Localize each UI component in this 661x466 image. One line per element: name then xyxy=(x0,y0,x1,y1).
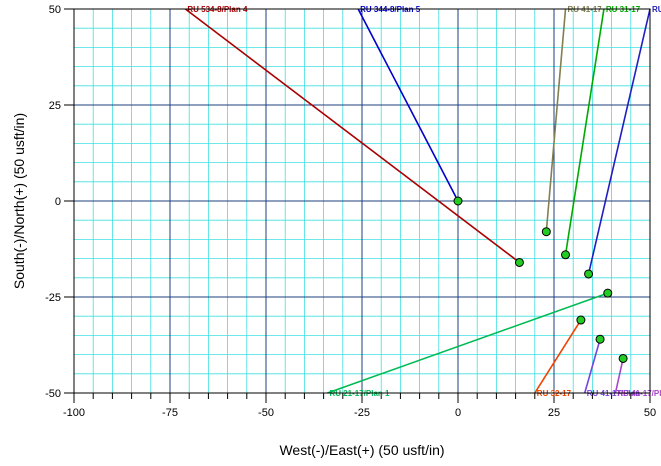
well-marker xyxy=(453,196,463,206)
well-marker xyxy=(576,315,586,325)
well-path-line xyxy=(184,8,520,264)
well-path-line xyxy=(534,319,582,394)
x-tick-label: 50 xyxy=(644,407,656,419)
y-axis-title: South(-)/North(+) (50 usft/in) xyxy=(11,113,27,289)
well-label: RU 21-17 xyxy=(652,5,661,14)
well-marker xyxy=(595,334,605,344)
y-tick-label: -50 xyxy=(45,388,61,400)
x-tick-label: -75 xyxy=(162,407,178,419)
x-tick-label: 25 xyxy=(548,407,560,419)
y-tick-label: -25 xyxy=(45,292,61,304)
well-path-line xyxy=(614,358,624,394)
well-path-line xyxy=(545,8,567,232)
well-path-line xyxy=(587,8,651,275)
x-tick-label: -25 xyxy=(354,407,370,419)
well-path-line xyxy=(357,8,459,202)
well-marker xyxy=(618,353,628,363)
well-marker xyxy=(603,288,613,298)
tick-labels: -100 -75 -50 -25 0 25 50 -50 -25 0 25 50 xyxy=(45,4,656,419)
x-axis-title: West(-)/East(+) (50 usft/in) xyxy=(279,442,444,458)
series-lines xyxy=(184,8,651,394)
well-marker xyxy=(514,257,524,267)
well-path-line xyxy=(583,339,601,394)
series-markers xyxy=(453,196,628,363)
well-marker xyxy=(541,227,551,237)
x-tick-label: -50 xyxy=(258,407,274,419)
x-tick-label: 0 xyxy=(455,407,461,419)
plot-border xyxy=(73,8,651,394)
well-path-line xyxy=(327,292,609,394)
x-tick-label: -100 xyxy=(63,407,85,419)
well-marker xyxy=(561,250,571,260)
well-path-line xyxy=(564,8,605,255)
y-tick-label: 0 xyxy=(55,196,61,208)
y-tick-label: 25 xyxy=(49,100,61,112)
y-tick-label: 50 xyxy=(49,4,61,16)
well-marker xyxy=(584,269,594,279)
axis-ticks xyxy=(64,8,651,403)
